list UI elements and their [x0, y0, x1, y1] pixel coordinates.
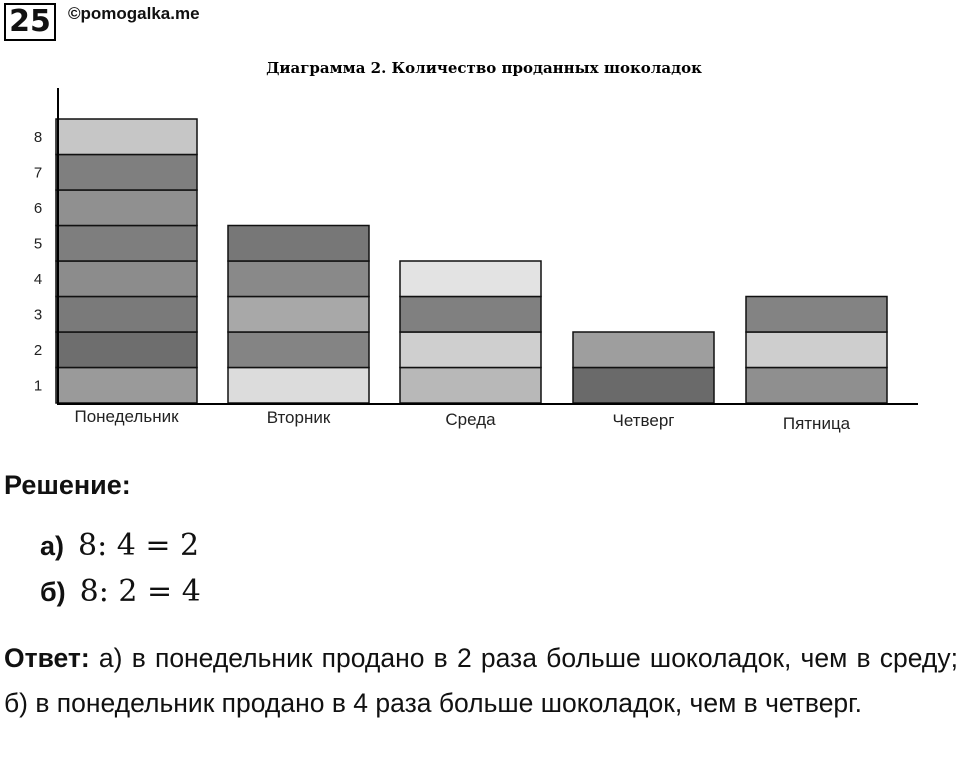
bar-segment [745, 331, 888, 369]
solution-b-expression: 8: 2 = 4 [79, 574, 201, 609]
category-label: Четверг [613, 411, 675, 430]
bar [745, 295, 888, 404]
bar-segment [227, 260, 370, 298]
solution-a-expression: 8: 4 = 2 [78, 528, 200, 563]
solution-b-label: б) [40, 577, 66, 607]
site-watermark: ©pomogalka.me [68, 4, 200, 23]
bar-segment [227, 295, 370, 333]
bar-segment [572, 366, 715, 404]
y-tick-label: 4 [34, 271, 42, 288]
chart-title: Диаграмма 2. Количество проданных шокола… [266, 59, 702, 77]
solution-a-label: а) [40, 531, 65, 561]
bar-segment [55, 189, 198, 227]
bar-segment [55, 224, 198, 262]
bar-segment [399, 295, 542, 333]
answer-text: а) в понедельник продано в 2 раза больше… [4, 643, 958, 718]
bars [55, 118, 888, 404]
y-tick-label: 3 [34, 306, 42, 323]
category-label: Понедельник [74, 407, 179, 426]
answer-paragraph: Ответ: а) в понедельник продано в 2 раза… [4, 636, 958, 726]
bar-segment [55, 153, 198, 191]
bar-segment [745, 366, 888, 404]
problem-number: 25 [4, 3, 56, 41]
bar [399, 260, 542, 404]
bar-segment [399, 260, 542, 298]
y-tick-label: 8 [34, 129, 42, 146]
bar-segment [572, 331, 715, 369]
bar-chart: Диаграмма 2. Количество проданных шокола… [34, 59, 918, 433]
bar [227, 224, 370, 404]
y-tick-label: 7 [34, 164, 42, 181]
bar-segment [55, 331, 198, 369]
solution-heading: Решение: [4, 470, 131, 500]
bar [55, 118, 198, 404]
y-tick-labels: 1 2 3 4 5 6 7 8 [34, 129, 42, 395]
solution-b: б) 8: 2 = 4 [40, 574, 201, 609]
bar [572, 331, 715, 404]
solution-a: а) 8: 4 = 2 [40, 528, 199, 563]
answer-label: Ответ: [4, 643, 90, 673]
category-label: Вторник [267, 408, 331, 427]
y-tick-label: 1 [34, 377, 42, 394]
bar-segment [227, 331, 370, 369]
category-label: Среда [445, 410, 496, 429]
bar-segment [227, 224, 370, 262]
bar-segment [745, 295, 888, 333]
category-label: Пятница [783, 414, 851, 433]
y-tick-label: 2 [34, 342, 42, 359]
category-labels: Понедельник Вторник Среда Четверг Пятница [74, 407, 850, 433]
bar-segment [55, 366, 198, 404]
y-tick-label: 6 [34, 200, 42, 217]
bar-segment [399, 331, 542, 369]
bar-segment [55, 118, 198, 156]
bar-segment [227, 366, 370, 404]
bar-segment [55, 260, 198, 298]
y-tick-label: 5 [34, 235, 42, 252]
bar-segment [399, 366, 542, 404]
bar-segment [55, 295, 198, 333]
